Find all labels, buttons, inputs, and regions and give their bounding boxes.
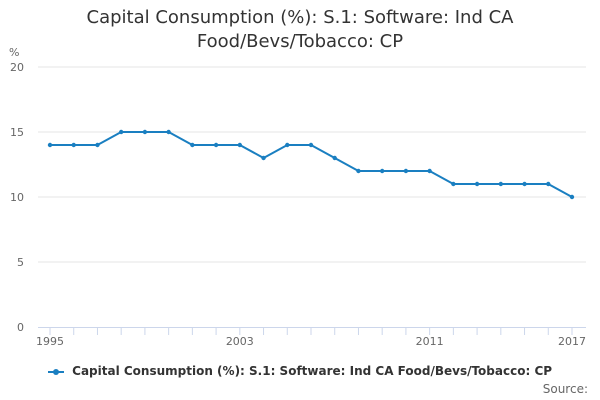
- data-point: [379, 168, 385, 174]
- y-tick-label: 20: [10, 61, 24, 74]
- legend[interactable]: Capital Consumption (%): S.1: Software: …: [0, 364, 600, 378]
- chart-title-line-2: Food/Bevs/Tobacco: CP: [196, 31, 404, 52]
- data-point: [285, 142, 290, 148]
- y-axis-unit-label: %: [9, 46, 19, 59]
- data-point: [142, 129, 148, 135]
- data-point: [308, 142, 314, 148]
- y-tick-label: 15: [10, 126, 24, 139]
- data-point: [71, 142, 76, 148]
- data-point: [403, 168, 409, 174]
- legend-series-label: Capital Consumption (%): S.1: Software: …: [72, 364, 553, 378]
- data-point: [261, 155, 266, 161]
- data-point: [498, 181, 504, 187]
- x-tick-label: 2017: [558, 335, 586, 348]
- data-point: [166, 129, 171, 135]
- data-point: [451, 181, 456, 187]
- x-tick-label: 2011: [416, 335, 444, 348]
- y-tick-label: 10: [10, 191, 24, 204]
- series-line: [50, 131, 573, 198]
- data-point: [356, 168, 361, 174]
- chart-title-line-1: Capital Consumption (%): S.1: Software: …: [86, 7, 514, 28]
- data-point: [237, 142, 243, 148]
- chart-title: Capital Consumption (%): S.1: Software: …: [0, 6, 600, 54]
- data-point: [427, 168, 432, 174]
- data-point: [190, 142, 195, 148]
- data-point: [47, 142, 53, 148]
- data-point: [569, 194, 575, 200]
- data-point: [474, 181, 480, 187]
- x-tick-label: 2003: [226, 335, 254, 348]
- data-point: [213, 142, 219, 148]
- legend-series-marker-icon: [47, 367, 64, 377]
- data-point: [546, 181, 551, 187]
- data-point: [95, 142, 100, 148]
- y-tick-label: 5: [17, 256, 24, 269]
- y-tick-label: 0: [17, 321, 24, 334]
- data-point: [118, 129, 124, 135]
- data-point: [332, 155, 337, 161]
- x-tick-label: 1995: [36, 335, 64, 348]
- data-point: [522, 181, 527, 187]
- source-label: Source:: [542, 382, 588, 396]
